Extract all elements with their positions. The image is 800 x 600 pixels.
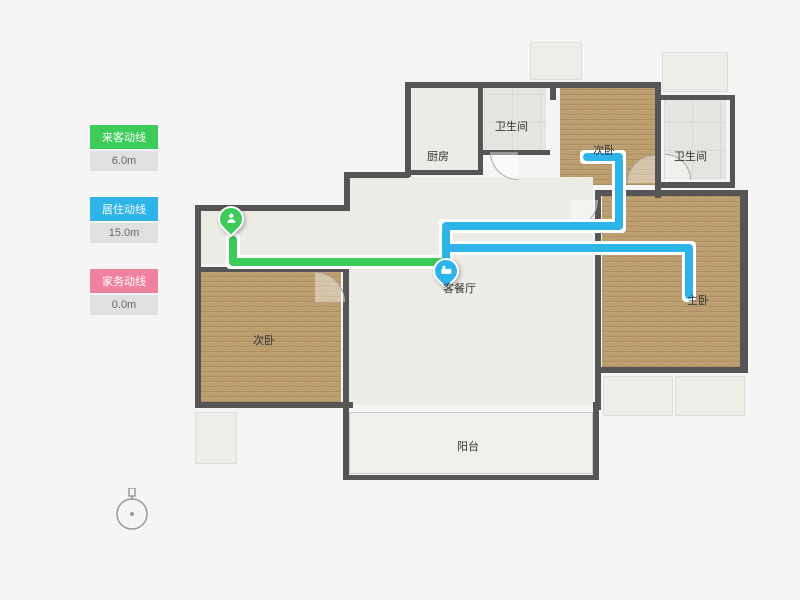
legend-value-living: 15.0m	[90, 223, 158, 243]
wall-segment	[655, 182, 735, 188]
room-label: 卫生间	[495, 118, 528, 134]
wall-segment	[343, 402, 349, 480]
exterior-block	[603, 376, 673, 416]
room-label: 次卧	[593, 142, 615, 158]
legend-item-living: 居住动线 15.0m	[90, 197, 158, 243]
wall-segment	[405, 170, 483, 175]
path-segment	[685, 244, 693, 299]
exterior-block	[530, 42, 582, 80]
room-label: 主卧	[687, 292, 709, 308]
wall-segment	[655, 95, 735, 100]
wall-segment	[740, 190, 748, 372]
exterior-block	[675, 376, 745, 416]
wall-segment	[343, 475, 599, 480]
legend-item-guest: 来客动线 6.0m	[90, 125, 158, 171]
legend-label-living: 居住动线	[90, 197, 158, 221]
wall-segment	[195, 402, 353, 408]
legend-item-chore: 家务动线 0.0m	[90, 269, 158, 315]
path-segment	[442, 222, 622, 230]
door-arc	[490, 152, 518, 180]
floorplan: 厨房卫生间卫生间次卧次卧主卧客餐厅阳台	[195, 42, 755, 522]
path-segment	[442, 244, 690, 252]
wall-segment	[405, 82, 411, 177]
legend-value-chore: 0.0m	[90, 295, 158, 315]
legend-label-chore: 家务动线	[90, 269, 158, 293]
legend-label-guest: 来客动线	[90, 125, 158, 149]
wall-segment	[344, 172, 409, 178]
wall-segment	[595, 367, 748, 373]
wall-segment	[478, 82, 483, 174]
wall-segment	[195, 205, 201, 405]
exterior-block	[662, 52, 728, 92]
room-label: 客餐厅	[443, 280, 476, 296]
exterior-block	[195, 412, 237, 464]
wall-segment	[343, 267, 349, 407]
legend-value-guest: 6.0m	[90, 151, 158, 171]
room-label: 卫生间	[674, 148, 707, 164]
marker-guest-icon	[218, 206, 244, 240]
legend: 来客动线 6.0m 居住动线 15.0m 家务动线 0.0m	[90, 125, 158, 341]
wall-segment	[730, 95, 735, 185]
room-label: 厨房	[427, 148, 449, 164]
wall-segment	[593, 402, 599, 480]
path-segment	[615, 157, 623, 230]
compass-icon	[115, 488, 149, 537]
room-label: 阳台	[457, 438, 479, 454]
path-segment	[229, 258, 444, 266]
room-label: 次卧	[253, 332, 275, 348]
wall-segment	[555, 82, 660, 88]
